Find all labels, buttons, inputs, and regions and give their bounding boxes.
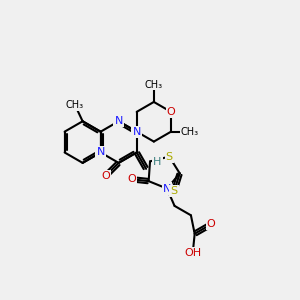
Text: O: O [127,174,136,184]
Text: O: O [167,107,176,117]
Text: S: S [170,186,178,196]
Text: H: H [153,157,162,167]
Text: OH: OH [184,248,201,258]
Text: N: N [163,184,171,194]
Text: N: N [115,116,123,126]
Text: S: S [166,152,173,162]
Text: CH₃: CH₃ [65,100,83,110]
Text: N: N [133,127,141,137]
Text: N: N [97,148,105,158]
Text: O: O [101,171,110,181]
Text: CH₃: CH₃ [145,80,163,89]
Text: CH₃: CH₃ [181,127,199,137]
Text: O: O [207,219,215,229]
